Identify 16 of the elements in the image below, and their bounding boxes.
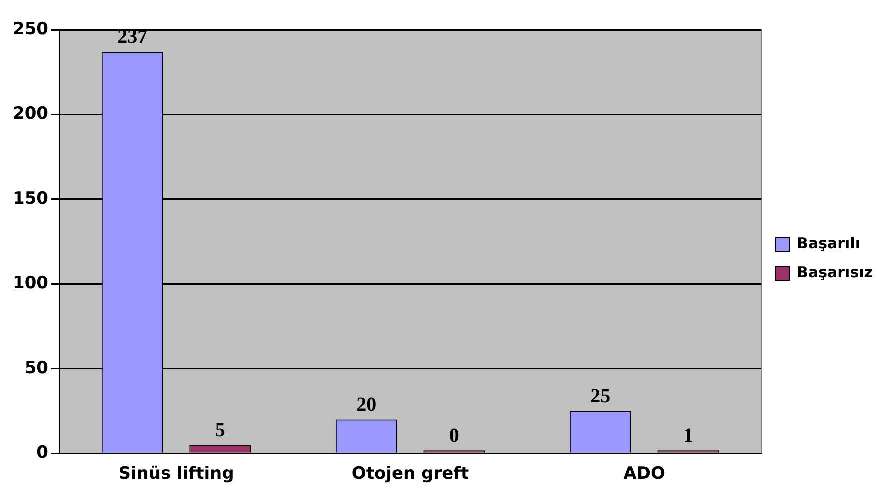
y-tick-label: 200 (12, 104, 49, 124)
x-tick-label: ADO (624, 464, 666, 484)
x-tick-label: Sinüs lifting (118, 464, 234, 484)
y-tick-label: 250 (12, 19, 49, 40)
y-tick-label: 150 (12, 188, 49, 209)
x-tick-label: Otojen greft (352, 464, 470, 484)
y-tick-label: 100 (12, 274, 49, 294)
data-label: 1 (683, 424, 694, 447)
legend-label: Başarılı (797, 234, 860, 252)
data-label: 20 (356, 394, 377, 416)
data-label: 5 (215, 419, 226, 442)
y-tick-label: 50 (24, 358, 49, 378)
legend-label: Başarısız (797, 263, 874, 282)
y-tick-label: 0 (36, 443, 49, 464)
data-label: 25 (590, 385, 611, 408)
data-label: 0 (449, 424, 460, 447)
